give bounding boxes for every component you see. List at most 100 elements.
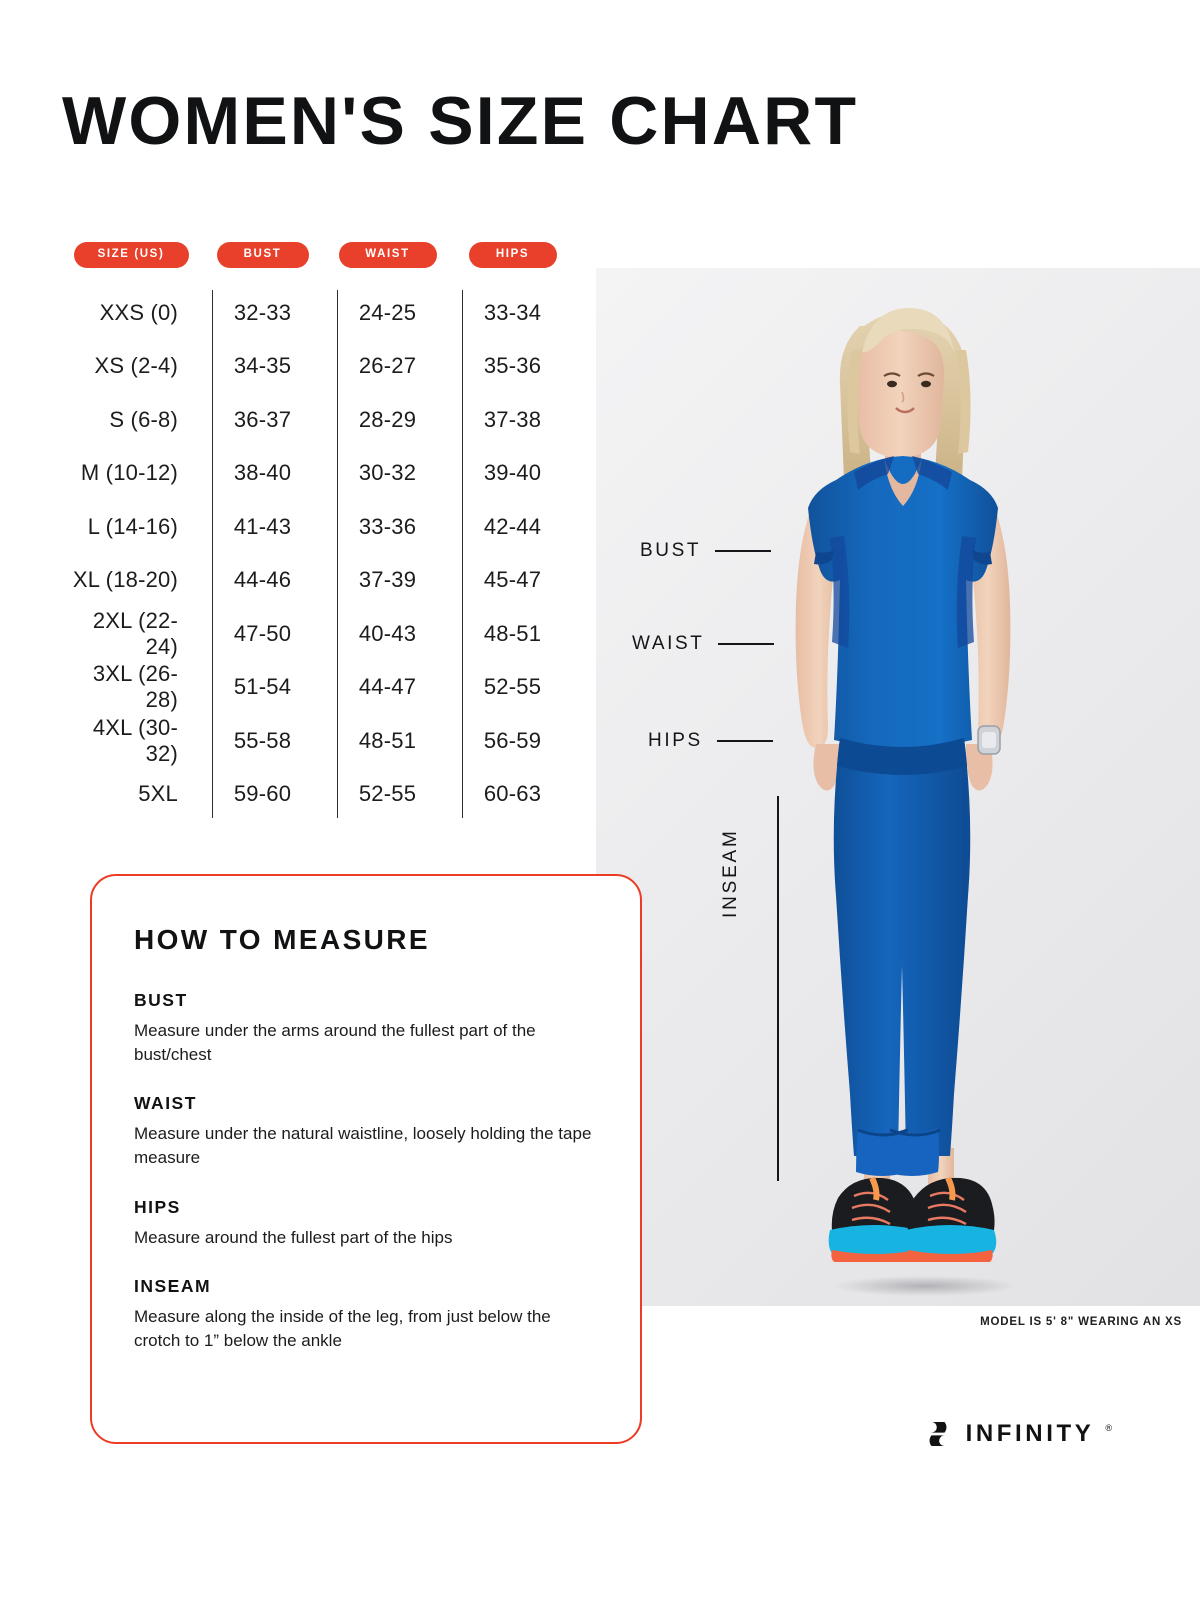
cell-size: 4XL (30-32) xyxy=(92,714,178,766)
cell-size: 3XL (26-28) xyxy=(92,661,178,713)
cell-bust: 34-35 xyxy=(233,353,292,379)
size-table-header: SIZE (US) BUST WAIST HIPS xyxy=(62,238,582,272)
cell-hips: 48-51 xyxy=(483,620,542,646)
callout-waist: WAIST xyxy=(632,633,775,655)
cell-waist: 44-47 xyxy=(358,674,417,700)
cell-waist: 40-43 xyxy=(358,620,417,646)
cell-hips: 42-44 xyxy=(483,513,542,539)
page-title: WOMEN'S SIZE CHART xyxy=(62,83,859,159)
cell-hips: 60-63 xyxy=(483,781,542,807)
measure-item-bust: BUST Measure under the arms around the f… xyxy=(134,990,598,1067)
table-row: XL (18-20) 44-46 37-39 45-47 xyxy=(62,554,582,608)
cell-size: 5XL xyxy=(138,781,178,807)
cell-waist: 24-25 xyxy=(358,299,417,325)
cell-bust: 41-43 xyxy=(233,513,292,539)
table-row: 2XL (22-24) 47-50 40-43 48-51 xyxy=(62,607,582,661)
how-to-measure-box: HOW TO MEASURE BUST Measure under the ar… xyxy=(90,874,642,1444)
model-shadow xyxy=(834,1276,1016,1296)
header-cell-bust: BUST xyxy=(200,242,325,268)
measure-term: BUST xyxy=(134,990,188,1010)
cell-waist: 30-32 xyxy=(358,460,417,486)
cell-hips: 56-59 xyxy=(483,727,542,753)
cell-hips: 35-36 xyxy=(483,353,542,379)
cell-bust: 36-37 xyxy=(233,406,292,432)
leader-line-hips xyxy=(716,740,773,742)
header-pill-bust: BUST xyxy=(216,242,309,268)
header-pill-size: SIZE (US) xyxy=(73,242,189,268)
table-row: 4XL (30-32) 55-58 48-51 56-59 xyxy=(62,714,582,768)
cell-size: XS (2-4) xyxy=(94,353,178,379)
trademark-symbol: ® xyxy=(1105,1423,1112,1433)
column-divider-1 xyxy=(212,290,213,818)
header-cell-hips: HIPS xyxy=(450,242,575,268)
header-pill-hips: HIPS xyxy=(468,242,557,268)
header-cell-size: SIZE (US) xyxy=(62,242,200,268)
cell-bust: 47-50 xyxy=(233,620,292,646)
cell-bust: 51-54 xyxy=(233,674,292,700)
measure-term: HIPS xyxy=(134,1196,181,1217)
cell-bust: 38-40 xyxy=(233,460,292,486)
table-row: XXS (0) 32-33 24-25 33-34 xyxy=(62,286,582,340)
cell-size: XL (18-20) xyxy=(72,567,178,593)
cell-bust: 32-33 xyxy=(233,299,292,325)
cell-hips: 45-47 xyxy=(483,567,542,593)
cell-waist: 26-27 xyxy=(358,353,417,379)
measure-item-hips: HIPS Measure around the fullest part of … xyxy=(134,1197,598,1250)
measure-description: Measure around the fullest part of the h… xyxy=(134,1227,453,1247)
header-cell-waist: WAIST xyxy=(325,242,450,268)
callout-bust-label: BUST xyxy=(640,540,702,561)
table-row: S (6-8) 36-37 28-29 37-38 xyxy=(62,393,582,447)
measure-item-waist: WAIST Measure under the natural waistlin… xyxy=(134,1093,598,1170)
cell-hips: 39-40 xyxy=(483,460,542,486)
measure-description: Measure under the arms around the fulles… xyxy=(134,1021,536,1065)
cell-size: M (10-12) xyxy=(80,460,178,486)
cell-size: 2XL (22-24) xyxy=(92,607,178,659)
cell-bust: 59-60 xyxy=(233,781,292,807)
cell-bust: 44-46 xyxy=(233,567,292,593)
cell-waist: 48-51 xyxy=(358,727,417,753)
column-divider-2 xyxy=(337,290,338,818)
callout-inseam-label: INSEAM xyxy=(720,828,741,918)
cell-size: L (14-16) xyxy=(87,513,178,539)
callout-hips-label: HIPS xyxy=(648,730,703,751)
cell-bust: 55-58 xyxy=(233,727,292,753)
size-table: SIZE (US) BUST WAIST HIPS XXS (0) 32-33 … xyxy=(62,238,582,821)
measure-term: INSEAM xyxy=(134,1275,212,1296)
leader-line-bust xyxy=(715,550,772,552)
cell-size: XXS (0) xyxy=(99,299,178,325)
leader-line-waist xyxy=(718,643,775,645)
brand-logo: INFINITY ® xyxy=(921,1421,1112,1447)
callout-bust: BUST xyxy=(640,540,772,562)
how-to-measure-heading: HOW TO MEASURE xyxy=(134,924,430,955)
table-row: 3XL (26-28) 51-54 44-47 52-55 xyxy=(62,661,582,715)
cell-hips: 33-34 xyxy=(483,299,542,325)
measure-description: Measure along the inside of the leg, fro… xyxy=(134,1306,551,1350)
model-photo: BUST WAIST HIPS INSEAM xyxy=(596,268,1200,1306)
cell-waist: 28-29 xyxy=(358,406,417,432)
cell-size: S (6-8) xyxy=(109,406,178,432)
table-row: M (10-12) 38-40 30-32 39-40 xyxy=(62,447,582,501)
cell-waist: 37-39 xyxy=(358,567,417,593)
cell-waist: 33-36 xyxy=(358,513,417,539)
table-row: XS (2-4) 34-35 26-27 35-36 xyxy=(62,340,582,394)
measure-item-inseam: INSEAM Measure along the inside of the l… xyxy=(134,1276,598,1353)
brand-name: INFINITY xyxy=(965,1420,1095,1447)
size-table-body: XXS (0) 32-33 24-25 33-34 XS (2-4) 34-35… xyxy=(62,286,582,821)
table-row: L (14-16) 41-43 33-36 42-44 xyxy=(62,500,582,554)
cell-hips: 52-55 xyxy=(483,674,542,700)
column-divider-3 xyxy=(462,290,463,818)
header-pill-waist: WAIST xyxy=(338,242,437,268)
model-illustration xyxy=(795,308,1011,1262)
cell-waist: 52-55 xyxy=(358,781,417,807)
measure-description: Measure under the natural waistline, loo… xyxy=(134,1124,592,1168)
infinity-leaf-mark-icon xyxy=(929,1422,947,1446)
measure-term: WAIST xyxy=(134,1093,197,1114)
cell-hips: 37-38 xyxy=(483,406,542,432)
inseam-measure-line xyxy=(777,796,779,1181)
table-row: 5XL 59-60 52-55 60-63 xyxy=(62,768,582,822)
callout-hips: HIPS xyxy=(648,730,773,752)
callout-waist-label: WAIST xyxy=(632,633,705,654)
model-caption: MODEL IS 5' 8" WEARING AN XS xyxy=(980,1316,1182,1328)
model-photo-panel: BUST WAIST HIPS INSEAM xyxy=(596,268,1200,1306)
